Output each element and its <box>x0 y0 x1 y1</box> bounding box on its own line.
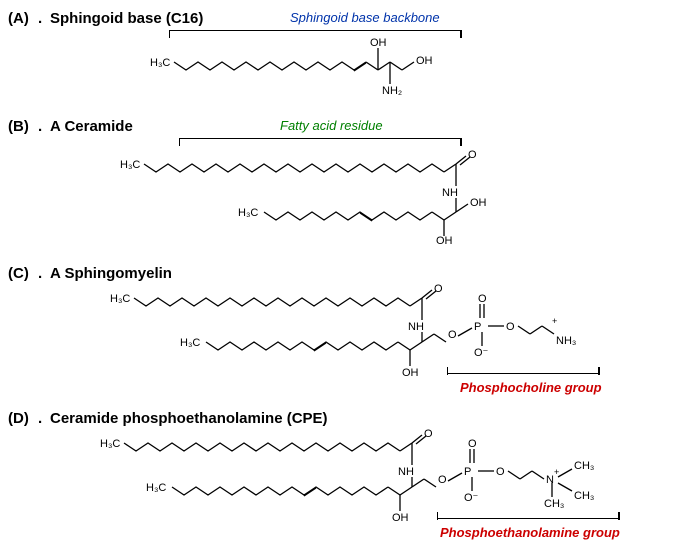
svg-text:OH: OH <box>402 367 419 379</box>
panel-a-title: Sphingoid base (C16) <box>50 10 203 27</box>
panel-d: (D) . Ceramide phosphoethanolamine (CPE)… <box>0 400 688 552</box>
svg-text:OH: OH <box>392 512 409 524</box>
svg-text:O: O <box>448 329 457 341</box>
panel-a-dot: . <box>38 10 42 27</box>
panel-b-structure: H₃C O NH OH OH H₃C <box>120 146 540 246</box>
panel-a-bracket <box>170 30 460 31</box>
svg-text:OH: OH <box>416 55 433 67</box>
panel-c-label: (C) <box>8 265 29 282</box>
svg-text:NH: NH <box>408 321 424 333</box>
panel-d-dot: . <box>38 410 42 427</box>
panel-b-annotation: Fatty acid residue <box>280 118 383 133</box>
panel-c-annotation: Phosphocholine group <box>460 380 602 395</box>
svg-text:H₃C: H₃C <box>180 337 200 349</box>
svg-text:O: O <box>496 466 505 478</box>
panel-a-label: (A) <box>8 10 29 27</box>
svg-text:O: O <box>424 428 433 440</box>
panel-c-bracket <box>448 373 598 374</box>
panel-b-dot: . <box>38 118 42 135</box>
svg-text:H₃C: H₃C <box>146 482 166 494</box>
panel-c: (C) . A Sphingomyelin H₃C O NH O P O O⁻ … <box>0 255 688 405</box>
svg-text:N: N <box>546 474 554 486</box>
panel-a: (A) . Sphingoid base (C16) Sphingoid bas… <box>0 0 688 105</box>
panel-d-label: (D) <box>8 410 29 427</box>
panel-b-bracket <box>180 138 460 139</box>
panel-b-label: (B) <box>8 118 29 135</box>
svg-text:NH: NH <box>398 466 414 478</box>
panel-c-dot: . <box>38 265 42 282</box>
panel-b-title: A Ceramide <box>50 118 133 135</box>
panel-a-structure: H₃C OH NH₂ OH <box>150 38 490 98</box>
panel-d-annotation: Phosphoethanolamine group <box>440 525 620 540</box>
svg-text:H₃C: H₃C <box>100 438 120 450</box>
svg-text:OH: OH <box>370 38 387 49</box>
svg-text:O: O <box>468 438 477 450</box>
svg-text:O⁻: O⁻ <box>474 347 489 359</box>
svg-text:OH: OH <box>436 235 453 246</box>
svg-text:P: P <box>474 321 481 333</box>
svg-text:CH₃: CH₃ <box>544 498 564 510</box>
svg-text:P: P <box>464 466 471 478</box>
svg-text:CH₃: CH₃ <box>574 490 594 502</box>
panel-d-bracket <box>438 518 618 519</box>
panel-d-structure: H₃C O NH O P O O⁻ O N + CH₃ CH₃ CH₃ OH <box>100 425 680 530</box>
panel-a-annotation: Sphingoid base backbone <box>290 10 440 25</box>
svg-text:O: O <box>506 321 515 333</box>
svg-text:O: O <box>468 149 477 161</box>
svg-text:H₃C: H₃C <box>120 159 140 171</box>
svg-text:+: + <box>554 467 559 477</box>
svg-text:OH: OH <box>470 197 487 209</box>
svg-text:H₃C: H₃C <box>238 207 258 219</box>
svg-text:H₃C: H₃C <box>150 57 170 69</box>
svg-text:O: O <box>478 293 487 305</box>
svg-text:NH: NH <box>442 187 458 199</box>
svg-text:CH₃: CH₃ <box>574 460 594 472</box>
svg-text:H₃C: H₃C <box>110 293 130 305</box>
svg-text:NH₂: NH₂ <box>382 85 402 97</box>
panel-c-structure: H₃C O NH O P O O⁻ O NH₃ + OH H₃C <box>110 280 670 385</box>
svg-text:O: O <box>434 283 443 295</box>
svg-text:NH₃: NH₃ <box>556 335 576 347</box>
svg-text:O⁻: O⁻ <box>464 492 479 504</box>
svg-text:+: + <box>552 316 557 326</box>
svg-text:O: O <box>438 474 447 486</box>
panel-b: (B) . A Ceramide Fatty acid residue H₃C … <box>0 108 688 248</box>
